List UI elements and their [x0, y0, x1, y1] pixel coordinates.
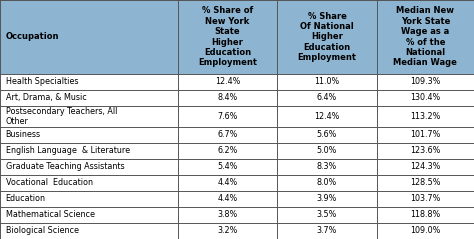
Text: 3.9%: 3.9% [317, 194, 337, 203]
Text: Graduate Teaching Assistants: Graduate Teaching Assistants [6, 162, 124, 171]
Bar [0, 175, 474, 191]
Text: 4.4%: 4.4% [218, 178, 237, 187]
Text: 103.7%: 103.7% [410, 194, 441, 203]
Bar [0, 159, 474, 175]
Text: 6.2%: 6.2% [218, 146, 237, 155]
Bar [0, 106, 474, 127]
Text: 3.2%: 3.2% [218, 227, 237, 235]
Text: Postsecondary Teachers, All
Other: Postsecondary Teachers, All Other [6, 107, 117, 126]
Bar [0, 74, 474, 90]
Text: Health Specialties: Health Specialties [6, 77, 78, 86]
Text: Vocational  Education: Vocational Education [6, 178, 93, 187]
Text: English Language  & Literature: English Language & Literature [6, 146, 130, 155]
Text: Education: Education [6, 194, 46, 203]
Text: 8.4%: 8.4% [218, 93, 237, 102]
Text: 118.8%: 118.8% [410, 210, 440, 219]
Text: Occupation: Occupation [6, 32, 59, 41]
Text: 3.7%: 3.7% [317, 227, 337, 235]
Bar [0, 191, 474, 207]
Text: 101.7%: 101.7% [410, 130, 441, 139]
Text: 6.4%: 6.4% [317, 93, 337, 102]
Text: 8.0%: 8.0% [317, 178, 337, 187]
Text: 4.4%: 4.4% [218, 194, 237, 203]
Bar [0, 90, 474, 106]
Text: % Share
Of National
Higher
Education
Employment: % Share Of National Higher Education Emp… [298, 11, 356, 62]
Text: Business: Business [6, 130, 41, 139]
Bar [0, 143, 474, 159]
Text: 5.6%: 5.6% [317, 130, 337, 139]
Text: 12.4%: 12.4% [314, 112, 340, 121]
Text: Mathematical Science: Mathematical Science [6, 210, 95, 219]
Bar [0, 223, 474, 239]
Text: Biological Science: Biological Science [6, 227, 79, 235]
Text: Art, Drama, & Music: Art, Drama, & Music [6, 93, 86, 102]
Text: 12.4%: 12.4% [215, 77, 240, 86]
Text: 3.5%: 3.5% [317, 210, 337, 219]
Text: 5.0%: 5.0% [317, 146, 337, 155]
Bar [0, 127, 474, 143]
Text: 113.2%: 113.2% [410, 112, 441, 121]
Text: 130.4%: 130.4% [410, 93, 440, 102]
Text: 123.6%: 123.6% [410, 146, 441, 155]
Text: % Share of
New York
State
Higher
Education
Employment: % Share of New York State Higher Educati… [198, 6, 257, 67]
Text: 124.3%: 124.3% [410, 162, 441, 171]
Bar [0, 207, 474, 223]
Bar [0, 0, 474, 74]
Text: Median New
York State
Wage as a
% of the
National
Median Wage: Median New York State Wage as a % of the… [393, 6, 457, 67]
Text: 11.0%: 11.0% [314, 77, 340, 86]
Text: 109.0%: 109.0% [410, 227, 441, 235]
Text: 3.8%: 3.8% [218, 210, 237, 219]
Text: 6.7%: 6.7% [218, 130, 237, 139]
Text: 7.6%: 7.6% [218, 112, 237, 121]
Text: 5.4%: 5.4% [218, 162, 237, 171]
Text: 8.3%: 8.3% [317, 162, 337, 171]
Text: 128.5%: 128.5% [410, 178, 441, 187]
Text: 109.3%: 109.3% [410, 77, 441, 86]
